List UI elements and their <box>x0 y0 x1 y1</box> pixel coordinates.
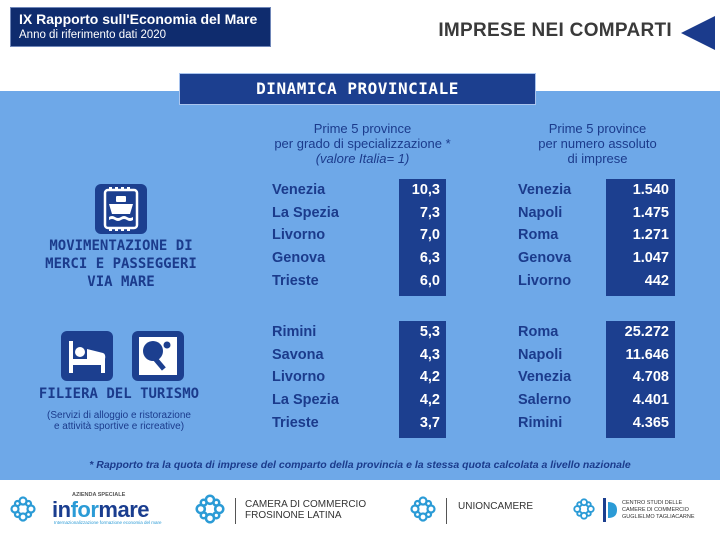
section-title: IMPRESE NEI COMPARTI <box>438 20 672 41</box>
tourism-sublabel-line1: (Servizi di alloggio e ristorazione <box>47 410 191 421</box>
abs-header-line3: di imprese <box>567 151 628 166</box>
informare-word-b: for <box>70 497 99 522</box>
informare-tagline: Internazionalizzazione formazione econom… <box>54 520 162 525</box>
province-name: Genova <box>518 250 572 267</box>
unioncamere-text: UNIONCAMERE <box>458 501 534 512</box>
spec-value: 6,3 <box>419 250 440 267</box>
province-name: Rimini <box>272 324 317 340</box>
logo-divider <box>235 498 236 524</box>
camera-line2: FROSINONE LATINA <box>245 510 342 521</box>
abs-header-line2: per numero assoluto <box>538 136 657 151</box>
back-arrow-icon[interactable] <box>681 16 715 50</box>
flower-icon <box>410 496 436 522</box>
unioncamere-logo[interactable]: UNIONCAMERE <box>410 490 540 530</box>
province-name: Genova <box>272 250 326 267</box>
spec-value: 4,2 <box>419 369 440 386</box>
province-name: Roma <box>518 227 559 244</box>
ship-icon <box>95 184 147 234</box>
province-name: Venezia <box>518 369 572 386</box>
abs-value: 1.540 <box>632 182 669 198</box>
subsection-banner: DINAMICA PROVINCIALE <box>179 73 536 105</box>
province-name: Napoli <box>518 204 563 221</box>
spec-value: 6,0 <box>419 272 440 289</box>
logo-divider <box>446 498 447 524</box>
spec-value: 7,0 <box>419 227 440 244</box>
report-title-box: IX Rapporto sull'Economia del Mare Anno … <box>10 7 271 47</box>
specialization-column-header: Prime 5 province per grado di specializz… <box>245 121 480 166</box>
shipping-abs-provinces: Venezia Napoli Roma Genova Livorno <box>518 179 608 292</box>
report-title: IX Rapporto sull'Economia del Mare <box>19 11 258 27</box>
province-name: Venezia <box>518 182 572 198</box>
shipping-label-line2: MERCI E PASSEGGERI <box>45 256 197 272</box>
bed-icon <box>61 331 113 381</box>
tourism-abs-values: 25.272 11.646 4.708 4.401 4.365 <box>606 321 675 438</box>
spec-header-line3: (valore Italia= 1) <box>315 151 410 166</box>
tourism-spec-values: 5,3 4,3 4,2 4,2 3,7 <box>399 321 446 438</box>
abs-value: 11.646 <box>625 346 669 363</box>
ping-pong-icon <box>132 331 184 381</box>
informare-small-text: AZIENDA SPECIALE <box>72 492 126 498</box>
report-subtitle: Anno di riferimento dati 2020 <box>19 29 167 41</box>
spec-header-line1: Prime 5 province <box>313 121 412 136</box>
informare-wordmark: informare <box>52 497 149 523</box>
tagliacarne-logo[interactable]: CENTRO STUDI DELLE CAMERE DI COMMERCIO G… <box>573 490 718 530</box>
abs-value: 25.272 <box>624 324 669 340</box>
abs-value: 442 <box>644 272 669 289</box>
footnote: * Rapporto tra la quota di imprese del c… <box>89 459 631 471</box>
shipping-section-label: MOVIMENTAZIONE DI MERCI E PASSEGGERI VIA… <box>30 237 212 291</box>
informare-logo[interactable]: AZIENDA SPECIALE informare Internazional… <box>10 490 162 530</box>
shipping-abs-values: 1.540 1.475 1.271 1.047 442 <box>606 179 675 296</box>
province-name: Livorno <box>518 272 572 289</box>
abs-value: 4.708 <box>632 369 669 386</box>
province-name: La Spezia <box>272 392 339 409</box>
tourism-spec-provinces: Rimini Savona Livorno La Spezia Trieste <box>272 321 382 434</box>
province-name: Napoli <box>518 346 563 363</box>
spec-value: 10,3 <box>411 182 440 198</box>
content-panel <box>0 91 720 480</box>
abs-value: 1.475 <box>632 204 669 221</box>
abs-header-line1: Prime 5 province <box>548 121 647 136</box>
province-name: Savona <box>272 346 324 363</box>
abs-value: 4.401 <box>632 392 669 409</box>
tagliacarne-mark-icon <box>603 498 617 522</box>
shipping-label-line3: VIA MARE <box>87 274 155 290</box>
shipping-spec-values: 10,3 7,3 7,0 6,3 6,0 <box>399 179 446 296</box>
province-name: Venezia <box>272 182 326 198</box>
province-name: Salerno <box>518 392 572 409</box>
province-name: Rimini <box>518 414 563 431</box>
province-name: La Spezia <box>272 204 339 221</box>
informare-word-c: mare <box>98 497 149 522</box>
tourism-sublabel-line2: e attività sportive e ricreative) <box>53 421 185 432</box>
shipping-spec-provinces: Venezia La Spezia Livorno Genova Trieste <box>272 179 382 292</box>
spec-value: 5,3 <box>419 324 440 340</box>
spec-value: 3,7 <box>419 414 440 431</box>
absolute-column-header: Prime 5 province per numero assoluto di … <box>500 121 695 166</box>
spec-value: 4,3 <box>419 346 440 363</box>
informare-word-a: in <box>52 497 71 522</box>
province-name: Trieste <box>272 414 319 431</box>
spec-value: 7,3 <box>419 204 440 221</box>
flower-icon <box>10 496 36 522</box>
tourism-section-sublabel: (Servizi di alloggio e ristorazione e at… <box>24 410 214 432</box>
camera-line1: CAMERA DI COMMERCIO <box>245 499 367 510</box>
spec-header-line2: per grado di specializzazione * <box>274 136 451 151</box>
abs-value: 4.365 <box>632 414 669 431</box>
tagliacarne-line2: CAMERE DI COMMERCIO <box>622 507 689 513</box>
tagliacarne-line3: GUGLIELMO TAGLIACARNE <box>622 514 695 520</box>
abs-value: 1.047 <box>632 250 669 267</box>
flower-icon <box>573 498 595 520</box>
flower-icon <box>195 494 225 524</box>
province-name: Livorno <box>272 369 326 386</box>
spec-value: 4,2 <box>419 392 440 409</box>
province-name: Trieste <box>272 272 319 289</box>
camera-commercio-logo[interactable]: CAMERA DI COMMERCIO FROSINONE LATINA <box>195 490 375 530</box>
tourism-abs-provinces: Roma Napoli Venezia Salerno Rimini <box>518 321 608 434</box>
tagliacarne-line1: CENTRO STUDI DELLE <box>622 500 683 506</box>
tourism-section-label: FILIERA DEL TURISMO <box>38 386 200 402</box>
province-name: Livorno <box>272 227 326 244</box>
province-name: Roma <box>518 324 559 340</box>
shipping-label-line1: MOVIMENTAZIONE DI <box>49 238 193 254</box>
abs-value: 1.271 <box>632 227 669 244</box>
